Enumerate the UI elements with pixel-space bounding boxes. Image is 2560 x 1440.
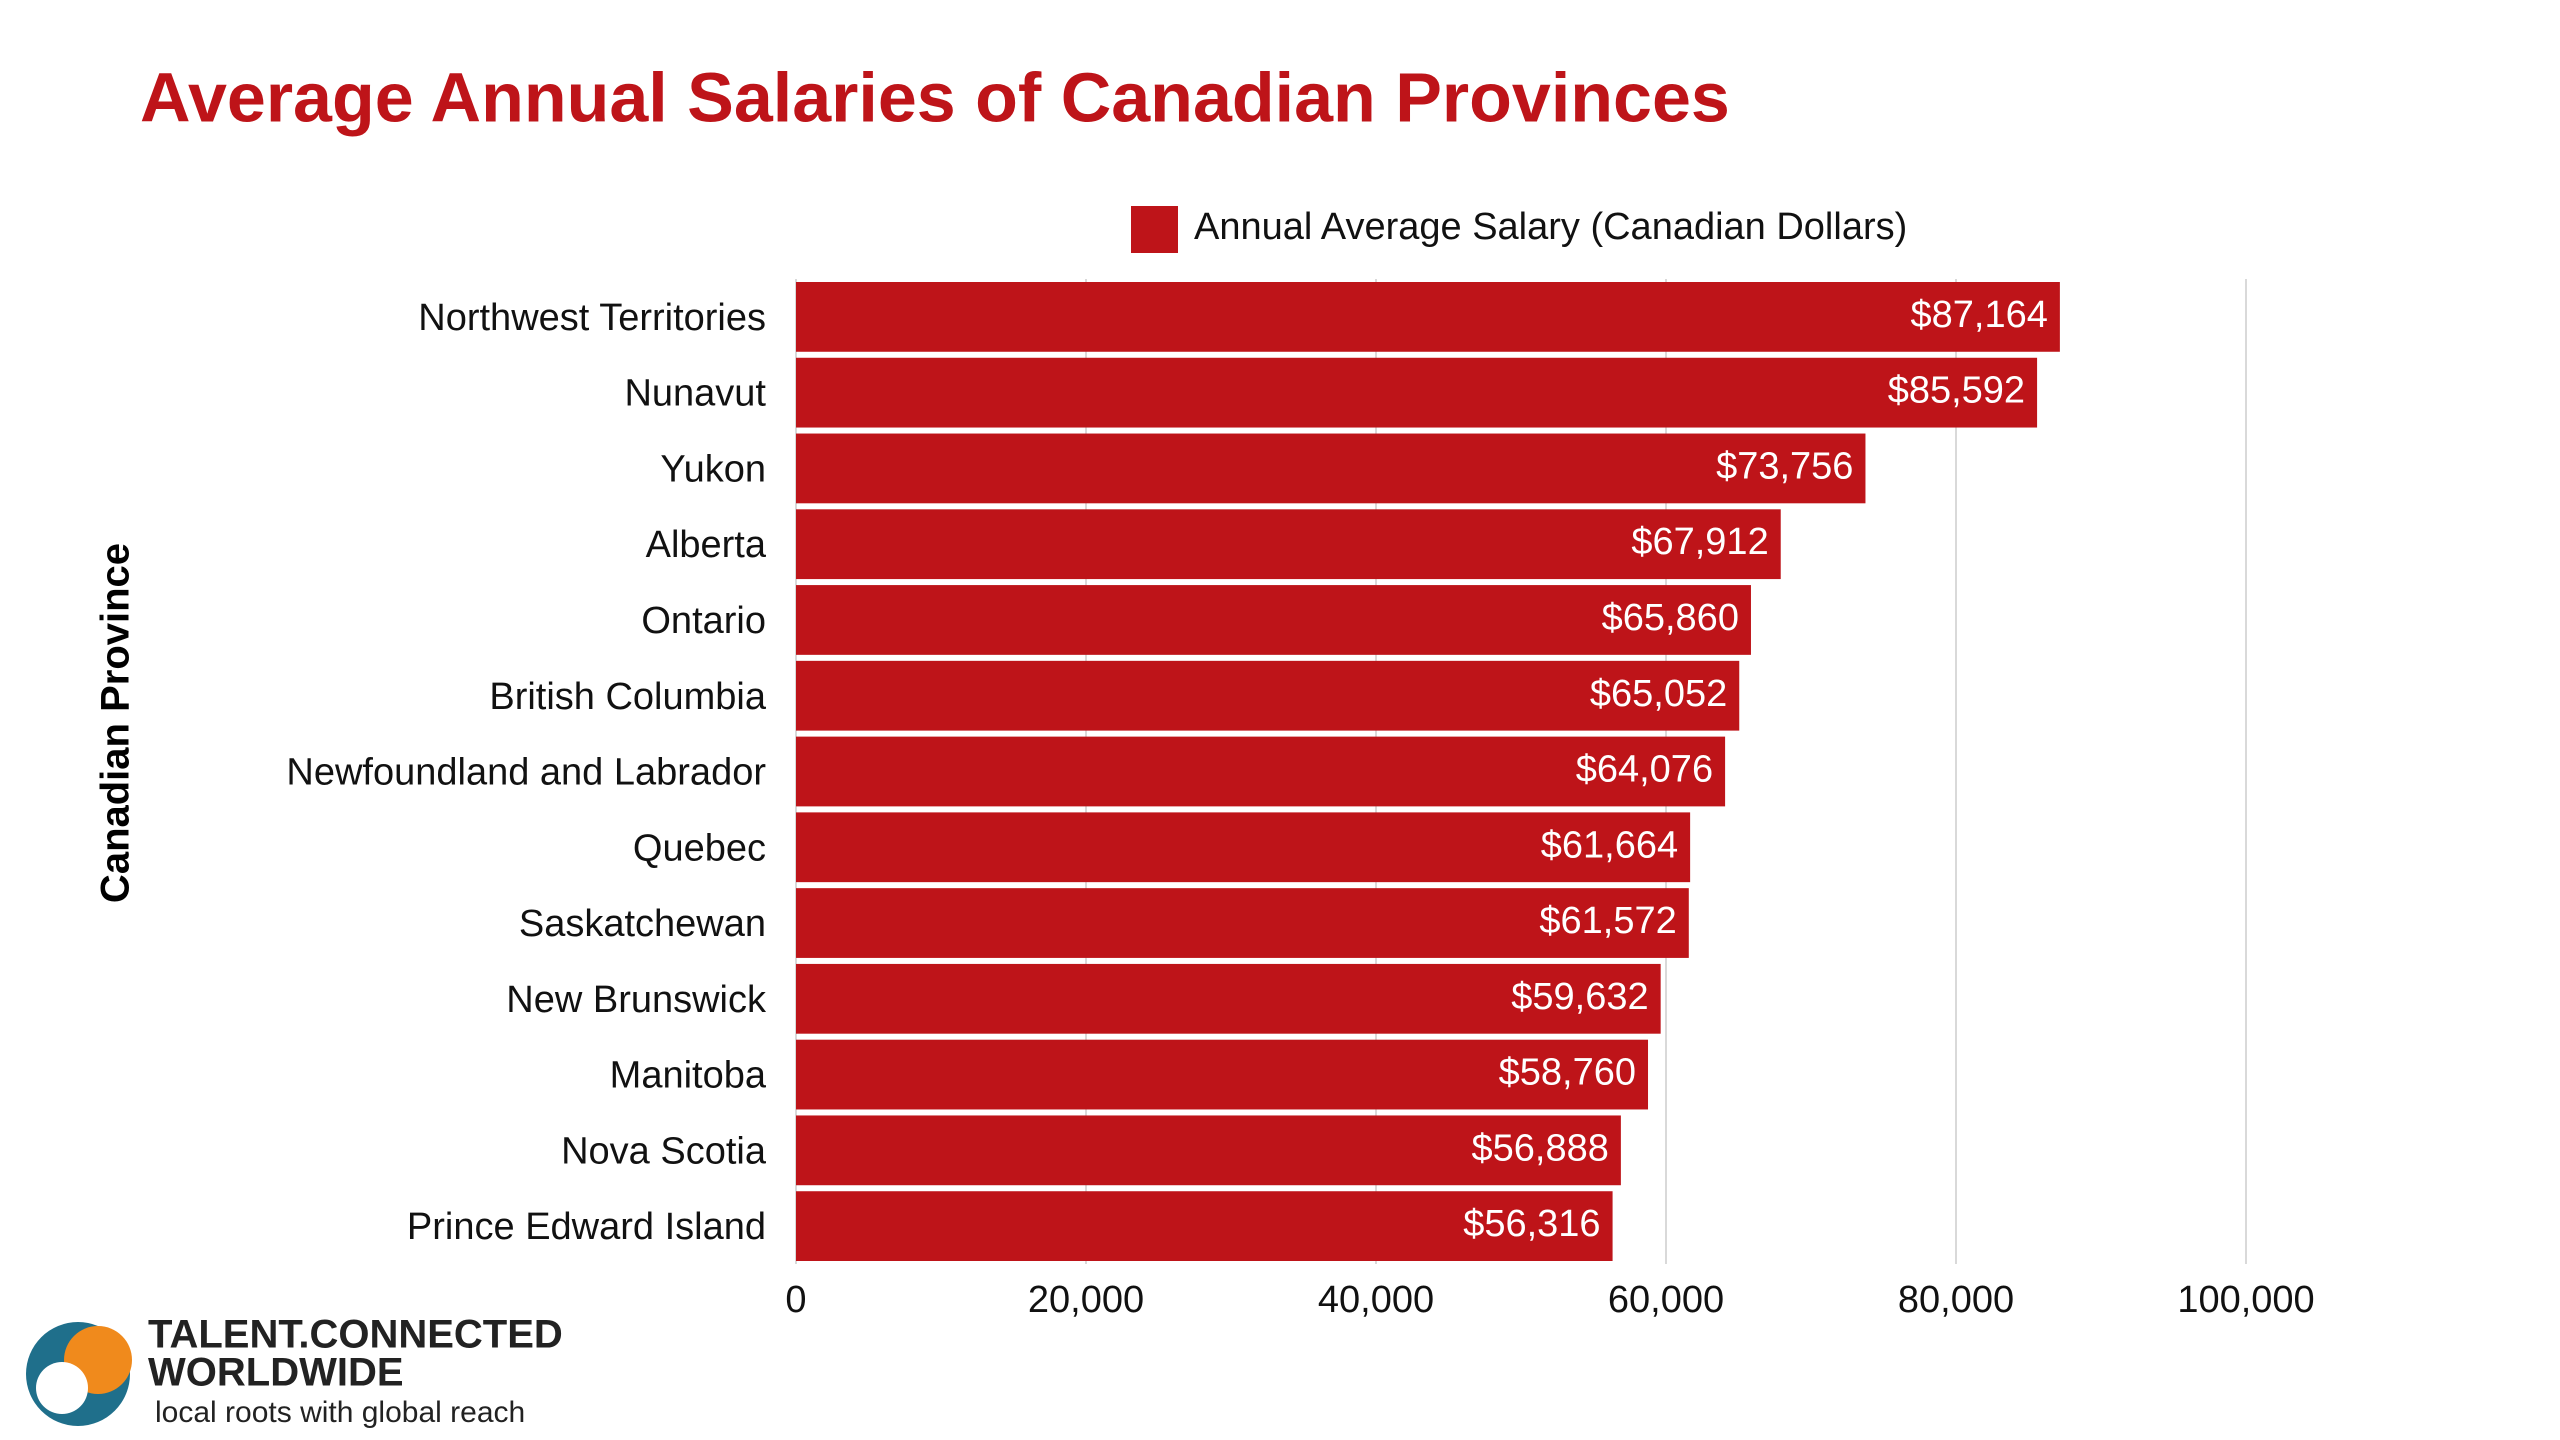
value-label: $56,316 [1463,1203,1600,1245]
bar [796,736,1726,807]
value-label: $67,912 [1631,521,1768,563]
y-axis-label: Canadian Province [94,543,138,903]
value-label: $87,164 [1911,294,2048,336]
y-tick-label: Ontario [641,600,766,642]
x-tick-label: 80,000 [1898,1279,2014,1321]
y-tick-label: Alberta [646,524,767,566]
y-tick-label: Saskatchewan [519,903,766,945]
bar [796,585,1751,655]
value-label: $85,592 [1888,370,2025,412]
y-tick-label: Manitoba [610,1055,767,1097]
bar [796,509,1781,580]
bar [796,282,2060,352]
y-tick-label: New Brunswick [506,979,767,1021]
y-tick-label: Nova Scotia [561,1130,767,1172]
y-tick-label: Prince Edward Island [407,1206,766,1248]
logo: TALENT.CONNECTED WORLDWIDE local roots w… [26,1313,563,1429]
bar [796,357,2038,428]
x-tick-label: 100,000 [2177,1279,2314,1321]
x-tick-label: 0 [785,1279,806,1321]
logo-text: TALENT.CONNECTED [148,1313,563,1357]
y-tick-label: Newfoundland and Labrador [286,752,766,794]
value-label: $73,756 [1716,445,1853,487]
bar [796,1115,1621,1186]
logo-tagline: local roots with global reach [155,1396,525,1429]
bar [796,1191,1613,1261]
bar [796,888,1689,958]
value-label: $59,632 [1511,976,1648,1018]
value-label: $56,888 [1472,1127,1609,1169]
value-label: $61,664 [1541,824,1678,866]
value-label: $61,572 [1539,900,1676,942]
bar [796,660,1740,731]
chart-title: Average Annual Salaries of Canadian Prov… [140,58,1730,136]
logo-text: WORLDWIDE [148,1351,404,1395]
x-tick-label: 60,000 [1608,1279,1724,1321]
y-tick-label: Quebec [633,827,766,869]
bar [796,433,1866,504]
y-tick-label: Yukon [660,448,766,490]
value-label: $58,760 [1499,1052,1636,1094]
y-tick-label: British Columbia [489,676,767,718]
bar [796,812,1691,883]
legend-swatch [1131,206,1178,253]
value-label: $65,860 [1602,597,1739,639]
x-tick-label: 20,000 [1028,1279,1144,1321]
legend-label: Annual Average Salary (Canadian Dollars) [1194,206,1907,248]
bar [796,1039,1649,1110]
value-label: $64,076 [1576,749,1713,791]
y-tick-label: Nunavut [624,373,766,415]
bar [796,963,1661,1034]
x-tick-label: 40,000 [1318,1279,1434,1321]
y-tick-label: Northwest Territories [418,297,766,339]
logo-mark [36,1362,88,1414]
value-label: $65,052 [1590,673,1727,715]
